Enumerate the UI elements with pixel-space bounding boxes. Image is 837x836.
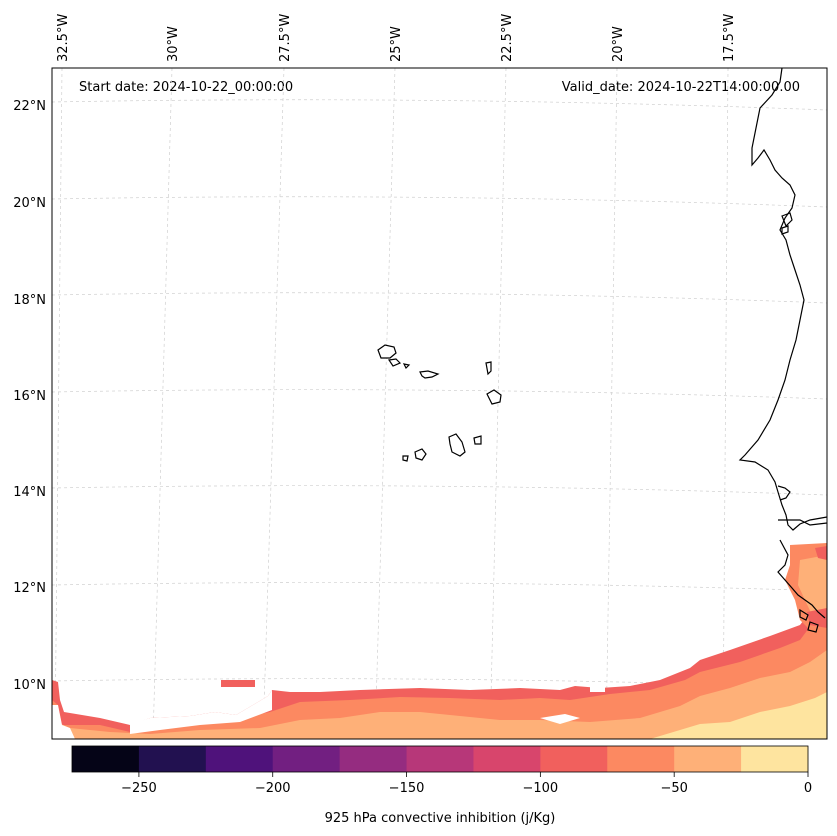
lat-label: 18°N	[13, 293, 46, 308]
islet	[781, 225, 789, 235]
colorbar-tick-label: 0	[804, 781, 812, 796]
colorbar-tick-label: −250	[121, 781, 157, 796]
colorbar-swatch	[406, 746, 474, 772]
coastlines	[377, 67, 828, 633]
parallel-line	[52, 292, 827, 304]
contour-band-minus-25	[650, 692, 827, 739]
cin-contours	[52, 543, 827, 739]
colorbar-swatches	[72, 746, 809, 772]
lat-label: 12°N	[13, 581, 46, 596]
contour-gap	[52, 705, 75, 739]
lon-label: 32.5°W	[56, 14, 71, 62]
colorbar-swatch	[540, 746, 608, 772]
lon-label: 22.5°W	[500, 14, 515, 62]
island-santo-antao	[377, 344, 397, 359]
island-sao-vicente	[387, 358, 402, 367]
islet	[781, 212, 793, 228]
lon-label: 20°W	[611, 26, 626, 62]
colorbar: −250 −200 −150 −100 −50 0 925 hPa convective …	[71, 745, 812, 826]
start-date-label: Start date: 2024-10-22_00:00:00	[79, 80, 293, 95]
map-frame	[51, 67, 828, 740]
lat-label: 22°N	[13, 99, 46, 114]
lat-label: 14°N	[13, 485, 46, 500]
colorbar-swatch	[205, 746, 274, 772]
parallel-line	[52, 582, 827, 592]
contour-band-minus-100	[221, 680, 255, 687]
colorbar-tick-label: −150	[389, 781, 425, 796]
colorbar-swatch	[138, 746, 207, 772]
colorbar-tick-label: −200	[255, 781, 291, 796]
island-sal	[485, 361, 492, 376]
contour-gap	[540, 714, 580, 724]
island-santa-luzia	[402, 363, 411, 370]
lat-label: 16°N	[13, 389, 46, 404]
lon-label: 17.5°W	[722, 14, 737, 62]
lon-label: 25°W	[389, 26, 404, 62]
island-sao-nicolau	[419, 370, 440, 379]
islet	[799, 608, 809, 621]
colorbar-tick-label: −100	[523, 781, 559, 796]
islet	[807, 621, 819, 633]
colorbar-swatch	[72, 746, 140, 772]
contour-band-coastal	[798, 555, 827, 625]
meridian-line	[152, 68, 173, 739]
lat-label: 10°N	[13, 678, 46, 693]
map-panel	[51, 67, 828, 740]
island-santiago	[448, 433, 466, 457]
meridian-line	[489, 68, 507, 739]
parallel-line	[52, 678, 827, 689]
colorbar-swatch	[674, 746, 742, 772]
colorbar-swatch	[339, 746, 408, 772]
colorbar-swatch	[607, 746, 675, 772]
colorbar-frame	[71, 745, 809, 773]
graticule	[52, 68, 827, 739]
contour-band-minus-75	[52, 605, 827, 739]
colorbar-swatch	[272, 746, 341, 772]
colorbar-swatch	[741, 746, 809, 772]
parallel-line	[52, 485, 827, 496]
colorbar-swatch	[473, 746, 541, 772]
colorbar-label: 925 hPa convective inhibition (j/Kg)	[325, 811, 556, 826]
contour-band-coastal	[815, 546, 827, 560]
africa-coastline	[738, 67, 828, 531]
island-fogo	[414, 448, 427, 461]
island-brava	[402, 455, 409, 462]
island-maio	[473, 435, 482, 445]
colorbar-tick-label: −50	[660, 781, 687, 796]
contour-gap	[590, 685, 605, 692]
parallel-line	[52, 196, 827, 208]
lon-label: 30°W	[166, 26, 181, 62]
colorbar-ticks: −250 −200 −150 −100 −50 0	[121, 772, 812, 796]
island-boa-vista	[486, 389, 502, 405]
gambia-coast	[778, 519, 828, 526]
longitude-labels: 32.5°W 30°W 27.5°W 25°W 22.5°W 20°W 17.5…	[56, 14, 737, 62]
latitude-labels: 22°N 20°N 18°N 16°N 14°N 12°N 10°N	[13, 99, 46, 693]
meridian-line	[605, 68, 618, 739]
lat-label: 20°N	[13, 196, 46, 211]
meridian-line	[262, 68, 285, 739]
valid-date-label: Valid_date: 2024-10-22T14:00:00.00	[562, 80, 800, 95]
contour-gap	[130, 690, 272, 734]
parallel-line	[52, 99, 827, 111]
meridian-line	[54, 68, 63, 739]
meridian-line	[722, 68, 729, 739]
meridian-line	[374, 68, 396, 739]
lon-label: 27.5°W	[278, 14, 293, 62]
parallel-line	[52, 389, 827, 400]
coast-detail	[777, 485, 791, 501]
coast-detail	[777, 539, 826, 619]
